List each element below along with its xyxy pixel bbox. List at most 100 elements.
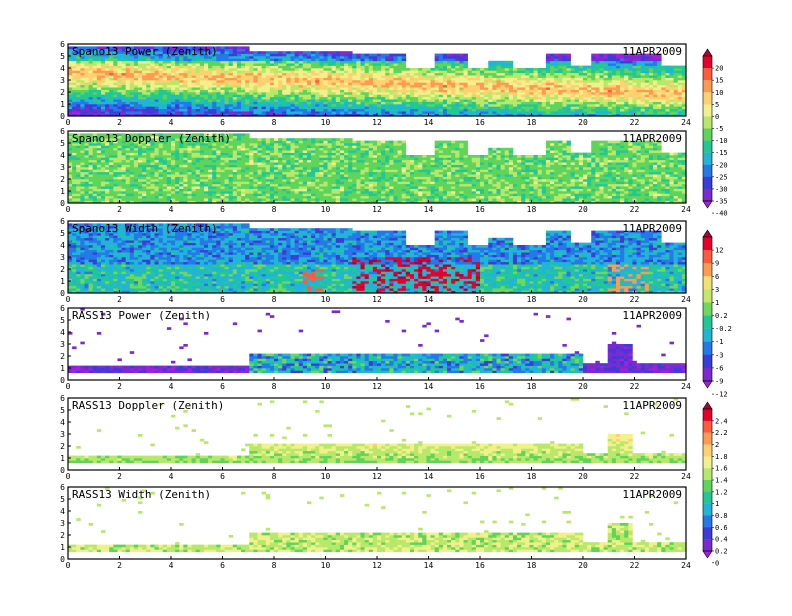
heat-cell xyxy=(122,102,126,105)
heat-cell xyxy=(270,68,274,71)
heat-cell xyxy=(517,104,521,107)
heat-cell xyxy=(179,186,183,189)
heat-cell xyxy=(624,68,628,71)
heat-cell xyxy=(229,68,233,71)
heat-cell xyxy=(315,85,319,88)
heat-cell xyxy=(93,87,97,90)
heat-cell xyxy=(171,181,175,184)
heat-cell xyxy=(150,102,154,105)
heat-cell xyxy=(542,90,546,93)
heat-cell xyxy=(142,87,146,90)
heat-cell xyxy=(130,167,134,170)
heat-cell xyxy=(72,160,76,163)
heat-cell xyxy=(229,87,233,90)
heat-cell xyxy=(159,184,163,187)
heat-cell xyxy=(229,97,233,100)
heat-cell xyxy=(414,102,418,105)
x-tick-label: 0 xyxy=(66,118,71,127)
heat-cell xyxy=(369,75,373,78)
heat-cell xyxy=(241,85,245,88)
heat-cell xyxy=(175,153,179,156)
heat-cell xyxy=(72,82,76,85)
heat-cell xyxy=(192,82,196,85)
heat-cell xyxy=(68,73,72,76)
heat-cell xyxy=(332,92,336,95)
heat-cell xyxy=(307,94,311,97)
heat-cell xyxy=(122,150,126,153)
heat-cell xyxy=(414,97,418,100)
heat-cell xyxy=(332,66,336,69)
heat-cell xyxy=(381,56,385,59)
heat-cell xyxy=(402,78,406,81)
heat-cell xyxy=(290,51,294,54)
heat-cell xyxy=(505,102,509,105)
heat-cell xyxy=(579,99,583,102)
heat-cell xyxy=(591,87,595,90)
heat-cell xyxy=(175,75,179,78)
heat-cell xyxy=(389,73,393,76)
heat-cell xyxy=(410,109,414,112)
heat-cell xyxy=(534,109,538,112)
heat-cell xyxy=(216,157,220,160)
heat-cell xyxy=(299,58,303,61)
heat-cell xyxy=(179,58,183,61)
heat-cell xyxy=(80,179,84,182)
heat-cell xyxy=(122,97,126,100)
heat-cell xyxy=(72,63,76,66)
heat-cell xyxy=(431,99,435,102)
heat-cell xyxy=(422,68,426,71)
heat-cell xyxy=(187,174,191,177)
heat-cell xyxy=(356,102,360,105)
heat-cell xyxy=(447,66,451,69)
heat-cell xyxy=(150,75,154,78)
heat-cell xyxy=(105,58,109,61)
heat-cell xyxy=(505,80,509,83)
heat-cell xyxy=(97,193,101,196)
heat-cell xyxy=(105,94,109,97)
heat-cell xyxy=(163,181,167,184)
heat-cell xyxy=(122,106,126,109)
heat-cell xyxy=(464,102,468,105)
heat-cell xyxy=(80,186,84,189)
heat-cell xyxy=(476,78,480,81)
heat-cell xyxy=(439,80,443,83)
heat-cell xyxy=(641,82,645,85)
heat-cell xyxy=(229,56,233,59)
heat-cell xyxy=(179,80,183,83)
heat-cell xyxy=(352,97,356,100)
heat-cell xyxy=(105,97,109,100)
heat-cell xyxy=(418,97,422,100)
heat-cell xyxy=(220,104,224,107)
heat-cell xyxy=(270,102,274,105)
heat-cell xyxy=(657,80,661,83)
heat-cell xyxy=(595,94,599,97)
heat-cell xyxy=(130,85,134,88)
heat-cell xyxy=(488,68,492,71)
heat-cell xyxy=(245,99,249,102)
heat-cell xyxy=(208,162,212,165)
heat-cell xyxy=(117,157,121,160)
heat-cell xyxy=(290,85,294,88)
heat-cell xyxy=(159,153,163,156)
heat-cell xyxy=(464,75,468,78)
heat-cell xyxy=(389,97,393,100)
heat-cell xyxy=(303,97,307,100)
heat-cell xyxy=(266,111,270,114)
heat-cell xyxy=(249,75,253,78)
heat-cell xyxy=(200,99,204,102)
heat-cell xyxy=(426,70,430,73)
heat-cell xyxy=(97,179,101,182)
heat-cell xyxy=(150,189,154,192)
heat-cell xyxy=(587,70,591,73)
heat-cell xyxy=(410,94,414,97)
heat-cell xyxy=(175,167,179,170)
heat-cell xyxy=(381,78,385,81)
heat-cell xyxy=(447,82,451,85)
heat-cell xyxy=(422,85,426,88)
heat-cell xyxy=(229,58,233,61)
heat-cell xyxy=(579,102,583,105)
heat-cell xyxy=(89,78,93,81)
heat-cell xyxy=(521,78,525,81)
heat-cell xyxy=(155,160,159,163)
heat-cell xyxy=(282,61,286,64)
